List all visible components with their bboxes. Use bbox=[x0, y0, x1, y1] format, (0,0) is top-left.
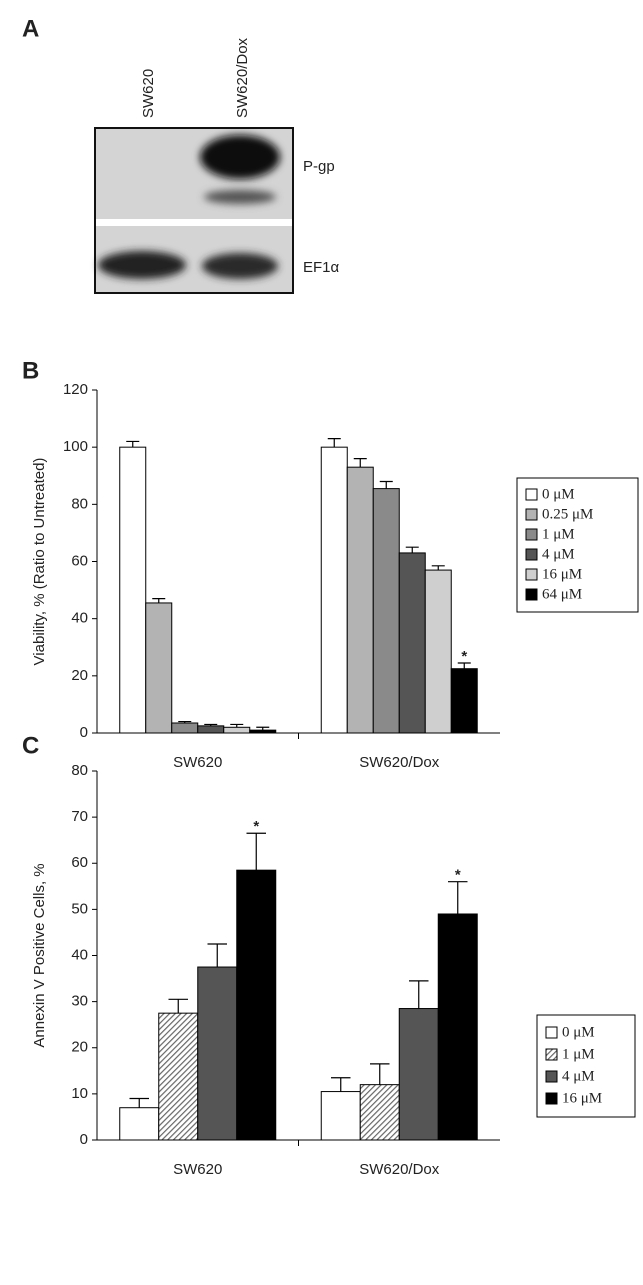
y-tick-label: 20 bbox=[71, 1039, 88, 1056]
annotation: * bbox=[461, 648, 467, 665]
panel-label: B bbox=[22, 357, 39, 384]
error-bar bbox=[152, 599, 165, 603]
bar bbox=[146, 603, 172, 733]
bar bbox=[321, 447, 347, 733]
legend-label: 1 μM bbox=[562, 1046, 595, 1062]
legend-label: 16 μM bbox=[562, 1090, 602, 1106]
y-tick-label: 60 bbox=[71, 552, 88, 569]
legend-swatch bbox=[546, 1071, 557, 1082]
bar bbox=[237, 870, 276, 1140]
annotation: * bbox=[253, 818, 259, 835]
legend-label: 4 μM bbox=[542, 546, 575, 562]
y-tick-label: 0 bbox=[80, 724, 88, 741]
legend-swatch bbox=[546, 1027, 557, 1038]
y-tick-label: 20 bbox=[71, 667, 88, 684]
error-bar bbox=[406, 547, 419, 553]
error-bar bbox=[448, 882, 468, 914]
bar bbox=[159, 1013, 198, 1140]
bar bbox=[347, 467, 373, 733]
bar bbox=[438, 914, 477, 1140]
y-tick-label: 40 bbox=[71, 946, 88, 963]
legend-swatch bbox=[526, 589, 537, 600]
error-bar bbox=[370, 1064, 390, 1085]
page: A B C SW620 SW620/Dox P-gp EF1α 0 20 40 60 8… bbox=[0, 0, 643, 1285]
bar bbox=[224, 727, 250, 733]
error-bar bbox=[409, 981, 429, 1009]
bar bbox=[172, 723, 198, 733]
y-axis-label: Viability, % (Ratio to Untreated) bbox=[31, 458, 48, 666]
legend-label: 64 μM bbox=[542, 586, 582, 602]
error-bar bbox=[432, 566, 445, 570]
y-tick-label: 0 bbox=[80, 1131, 88, 1148]
error-bar bbox=[247, 833, 267, 870]
lane-label: SW620/Dox bbox=[234, 37, 251, 118]
error-bar bbox=[354, 459, 367, 468]
legend-swatch bbox=[546, 1049, 557, 1060]
y-tick-label: 80 bbox=[71, 495, 88, 512]
legend-swatch bbox=[526, 489, 537, 500]
error-bar bbox=[380, 481, 393, 488]
error-bar bbox=[208, 944, 228, 967]
y-axis-label: Annexin V Positive Cells, % bbox=[31, 863, 48, 1047]
y-tick-label: 40 bbox=[71, 610, 88, 627]
error-bar bbox=[328, 439, 341, 448]
band-label: EF1α bbox=[303, 259, 340, 276]
figure: A B C SW620 SW620/Dox P-gp EF1α 0 20 40 60 8… bbox=[0, 0, 643, 1285]
legend-swatch bbox=[526, 529, 537, 540]
western-blot bbox=[95, 128, 293, 293]
error-bar bbox=[331, 1078, 351, 1092]
bar bbox=[425, 570, 451, 733]
x-tick-label: SW620 bbox=[173, 1161, 222, 1178]
legend-label: 0 μM bbox=[542, 486, 575, 502]
legend-label: 0 μM bbox=[562, 1024, 595, 1040]
y-tick-label: 30 bbox=[71, 993, 88, 1010]
panel-label: A bbox=[22, 15, 39, 42]
y-tick-label: 10 bbox=[71, 1085, 88, 1102]
bar bbox=[198, 726, 224, 733]
bar bbox=[120, 1108, 159, 1140]
y-tick-label: 100 bbox=[63, 438, 88, 455]
bar bbox=[399, 553, 425, 733]
band-label: P-gp bbox=[303, 158, 335, 175]
panel-label: C bbox=[22, 732, 39, 759]
bar bbox=[451, 669, 477, 733]
bar bbox=[399, 1009, 438, 1140]
bar bbox=[373, 489, 399, 733]
error-bar bbox=[169, 999, 189, 1013]
error-bar bbox=[126, 441, 139, 447]
y-tick-label: 60 bbox=[71, 854, 88, 871]
error-bar bbox=[130, 1098, 150, 1107]
y-tick-label: 50 bbox=[71, 900, 88, 917]
y-tick-label: 120 bbox=[63, 381, 88, 398]
bar bbox=[360, 1085, 399, 1140]
legend-label: 0.25 μM bbox=[542, 506, 593, 522]
x-tick-label: SW620/Dox bbox=[359, 1161, 440, 1178]
legend-label: 16 μM bbox=[542, 566, 582, 582]
x-tick-label: SW620/Dox bbox=[359, 754, 440, 771]
legend-swatch bbox=[526, 569, 537, 580]
bar bbox=[250, 730, 276, 733]
legend-swatch bbox=[526, 509, 537, 520]
legend-label: 4 μM bbox=[562, 1068, 595, 1084]
annotation: * bbox=[455, 867, 461, 884]
legend-label: 1 μM bbox=[542, 526, 575, 542]
y-tick-label: 70 bbox=[71, 808, 88, 825]
bar bbox=[120, 447, 146, 733]
legend-swatch bbox=[526, 549, 537, 560]
bar bbox=[198, 967, 237, 1140]
lane-label: SW620 bbox=[140, 69, 157, 118]
x-tick-label: SW620 bbox=[173, 754, 222, 771]
bar bbox=[321, 1092, 360, 1140]
legend-swatch bbox=[546, 1093, 557, 1104]
y-tick-label: 80 bbox=[71, 762, 88, 779]
